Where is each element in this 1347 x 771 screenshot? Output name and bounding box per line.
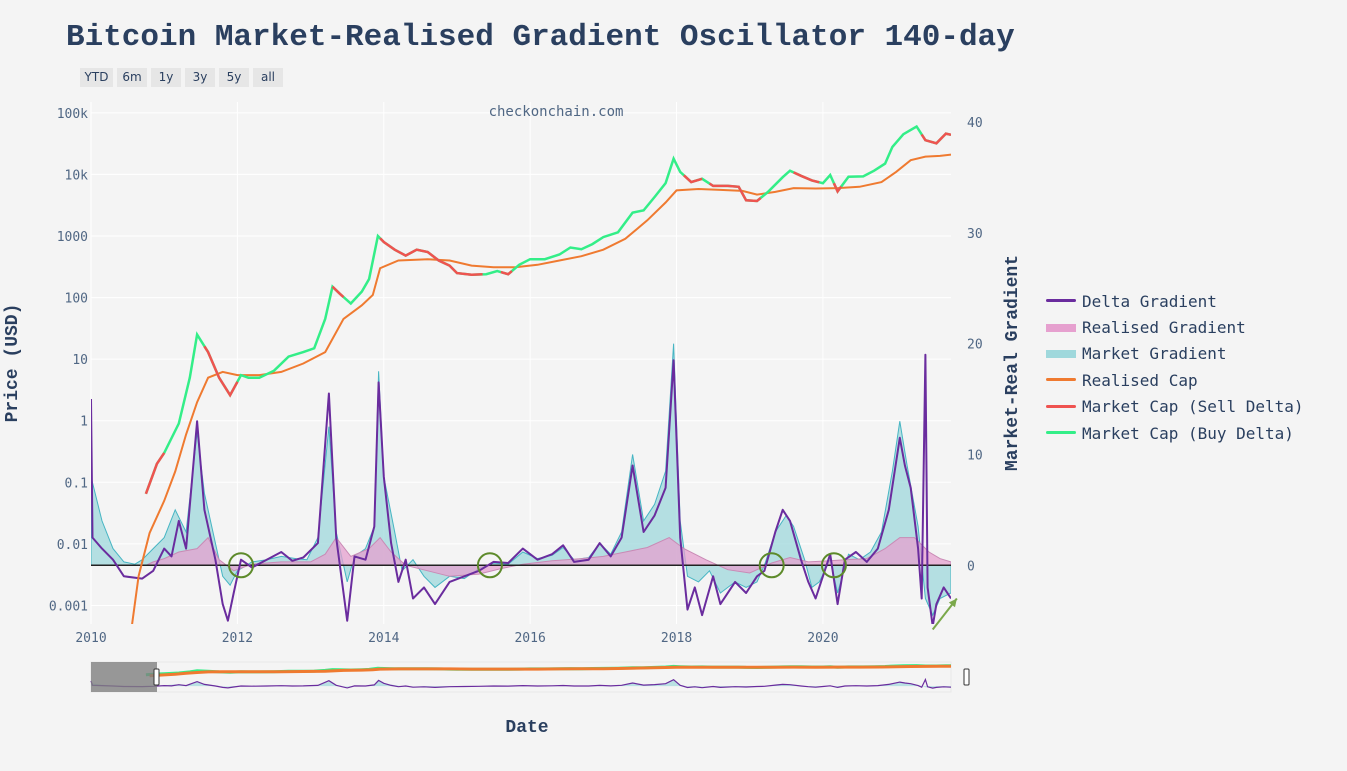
- market-cap-sell-segment: [793, 171, 820, 184]
- range-selector: YTD 6m 1y 3y 5y all: [80, 68, 283, 87]
- market-cap-sell-segment: [683, 174, 703, 184]
- annotation-circle: [228, 552, 255, 579]
- legend-label: Market Cap (Sell Delta): [1082, 397, 1304, 417]
- y-axis-title-left: Price (USD): [3, 304, 23, 423]
- x-tick-label: 2016: [514, 631, 545, 646]
- range-button-6m[interactable]: 6m: [117, 68, 147, 87]
- y-tick-label-left: 0.01: [57, 538, 88, 553]
- y-tick-label-left: 10: [72, 353, 88, 368]
- legend-item-realised-cap[interactable]: Realised Cap: [1046, 367, 1304, 393]
- x-axis-title: Date: [505, 718, 548, 738]
- y-tick-label-left: 100k: [57, 107, 88, 122]
- market-cap-sell-segment: [379, 237, 483, 276]
- legend: Delta Gradient Realised Gradient Market …: [1046, 288, 1304, 446]
- legend-swatch: [1046, 402, 1076, 412]
- legend-label: Market Gradient: [1082, 344, 1227, 364]
- market-cap-buy-line: [144, 124, 951, 495]
- legend-swatch: [1046, 375, 1076, 385]
- plot-area: [91, 124, 951, 624]
- legend-item-sell-delta[interactable]: Market Cap (Sell Delta): [1046, 394, 1304, 420]
- market-cap-sell-segment: [920, 132, 951, 145]
- y-tick-label-right: 0: [967, 559, 975, 574]
- annotation-circle: [758, 552, 785, 579]
- legend-swatch: [1046, 428, 1076, 438]
- market-cap-sell-segment: [500, 270, 513, 276]
- y-tick-label-left: 100: [65, 292, 88, 307]
- y-tick-label-left: 0.1: [65, 476, 88, 491]
- market-gradient-area: [91, 343, 951, 617]
- legend-label: Realised Gradient: [1082, 318, 1246, 338]
- y-tick-label-right: 20: [967, 338, 983, 353]
- y-tick-label-left: 1: [80, 415, 88, 430]
- y-axis-title-right: Market-Real Gradient: [1003, 255, 1023, 471]
- axis-ticks: 0.001 0.01 0.1 1 10 100 1000 10k 100k 0 10 20 30 40 20…: [49, 107, 983, 646]
- legend-swatch: [1046, 350, 1076, 359]
- y-tick-label-right: 30: [967, 227, 983, 242]
- annotation-circle: [820, 552, 847, 579]
- legend-swatch: [1046, 296, 1076, 306]
- market-cap-sell-segment: [832, 182, 843, 194]
- market-cap-sell-segment: [331, 285, 345, 299]
- y-tick-label-right: 40: [967, 116, 983, 131]
- legend-item-market-gradient[interactable]: Market Gradient: [1046, 341, 1304, 367]
- x-tick-label: 2020: [807, 631, 838, 646]
- y-tick-label-left: 0.001: [49, 599, 88, 614]
- range-slider[interactable]: [90, 661, 970, 693]
- gridlines: [90, 102, 951, 624]
- annotations: [228, 552, 958, 631]
- range-button-3y[interactable]: 3y: [185, 68, 215, 87]
- annotation-arrow-head: [948, 598, 957, 608]
- range-button-all[interactable]: all: [253, 68, 283, 87]
- x-tick-label: 2018: [661, 631, 692, 646]
- annotation-circle: [476, 552, 503, 579]
- range-slider-mask-left: [91, 662, 157, 692]
- x-tick-label: 2012: [222, 631, 253, 646]
- range-slider-handle-right[interactable]: [963, 668, 970, 686]
- delta-gradient-line: [91, 353, 951, 624]
- legend-label: Delta Gradient: [1082, 291, 1217, 311]
- legend-item-realised-gradient[interactable]: Realised Gradient: [1046, 314, 1304, 340]
- legend-label: Realised Cap: [1082, 370, 1198, 390]
- legend-item-delta-gradient[interactable]: Delta Gradient: [1046, 288, 1304, 314]
- market-cap-sell-segment: [708, 182, 762, 203]
- market-cap-sell-segment: [203, 345, 239, 398]
- legend-label: Market Cap (Buy Delta): [1082, 423, 1294, 443]
- market-cap-sell-segment: [144, 452, 166, 495]
- chart-title: Bitcoin Market-Realised Gradient Oscilla…: [66, 20, 1015, 55]
- x-tick-label: 2010: [75, 631, 106, 646]
- range-button-ytd[interactable]: YTD: [80, 68, 113, 87]
- y-tick-label-right: 10: [967, 448, 983, 463]
- range-button-5y[interactable]: 5y: [219, 68, 249, 87]
- legend-swatch: [1046, 324, 1076, 333]
- range-slider-realised-cap: [149, 664, 951, 678]
- range-button-1y[interactable]: 1y: [151, 68, 181, 87]
- range-slider-handle-left[interactable]: [153, 668, 160, 686]
- range-slider-delta-gradient: [90, 677, 952, 689]
- y-tick-label-left: 10k: [65, 168, 89, 183]
- legend-item-buy-delta[interactable]: Market Cap (Buy Delta): [1046, 420, 1304, 446]
- watermark: checkonchain.com: [489, 104, 624, 120]
- y-tick-label-left: 1000: [57, 230, 88, 245]
- x-tick-label: 2014: [368, 631, 399, 646]
